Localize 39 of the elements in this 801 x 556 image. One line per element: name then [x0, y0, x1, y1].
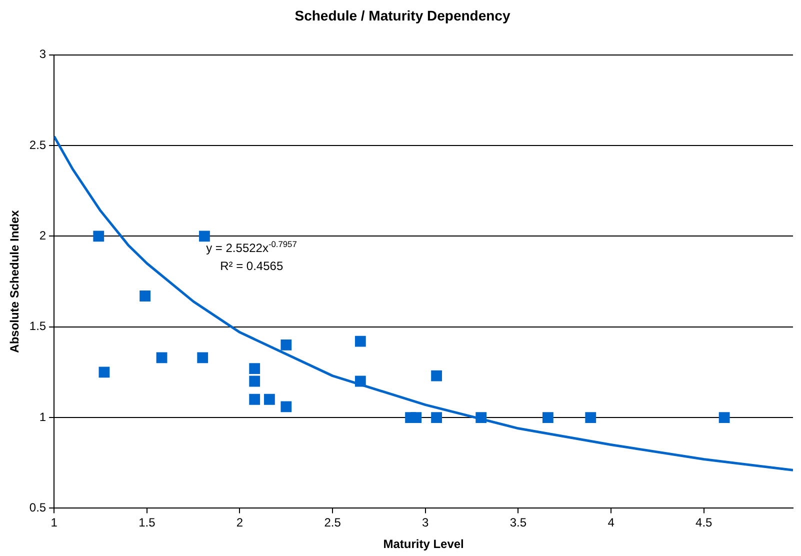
point [140, 290, 151, 302]
point [249, 394, 260, 405]
annotation: R² = 0.4565 [220, 258, 284, 273]
point [431, 412, 442, 423]
y-tick-label: 2 [39, 228, 46, 242]
point [585, 412, 596, 423]
point [93, 230, 104, 242]
point [476, 412, 487, 423]
point [410, 412, 422, 423]
point [542, 412, 554, 423]
y-tick-label: 2.5 [29, 138, 46, 152]
x-tick-label: 4 [608, 516, 615, 530]
point [199, 230, 210, 242]
point [249, 376, 260, 387]
point [280, 401, 292, 412]
y-axis-title: Absolute Schedule Index [8, 210, 22, 353]
point [249, 363, 260, 374]
point [156, 352, 168, 364]
x-tick-label: 1 [50, 516, 58, 530]
x-tick-label: 3 [422, 516, 430, 530]
point [354, 336, 366, 347]
x-axis-title: Maturity Level [383, 537, 464, 552]
y-tick-label: 1.5 [29, 319, 46, 334]
y-tick-label: 1 [39, 410, 46, 424]
x-tick-label: 2 [236, 516, 244, 530]
point [264, 394, 275, 405]
point [98, 366, 110, 378]
y-tick-label: 3 [39, 47, 46, 62]
x-tick-label: 4.5 [696, 516, 713, 530]
x-tick-label: 2.5 [324, 516, 342, 530]
x-tick-label: 1.5 [138, 516, 156, 530]
point [280, 340, 292, 350]
point [354, 376, 366, 387]
point [431, 370, 442, 382]
point [197, 352, 208, 364]
chart-title: Schedule / Maturity Dependency [294, 7, 510, 24]
y-tick-label: 0.5 [29, 500, 46, 515]
x-tick-label: 3.5 [510, 516, 527, 530]
point [718, 412, 730, 423]
